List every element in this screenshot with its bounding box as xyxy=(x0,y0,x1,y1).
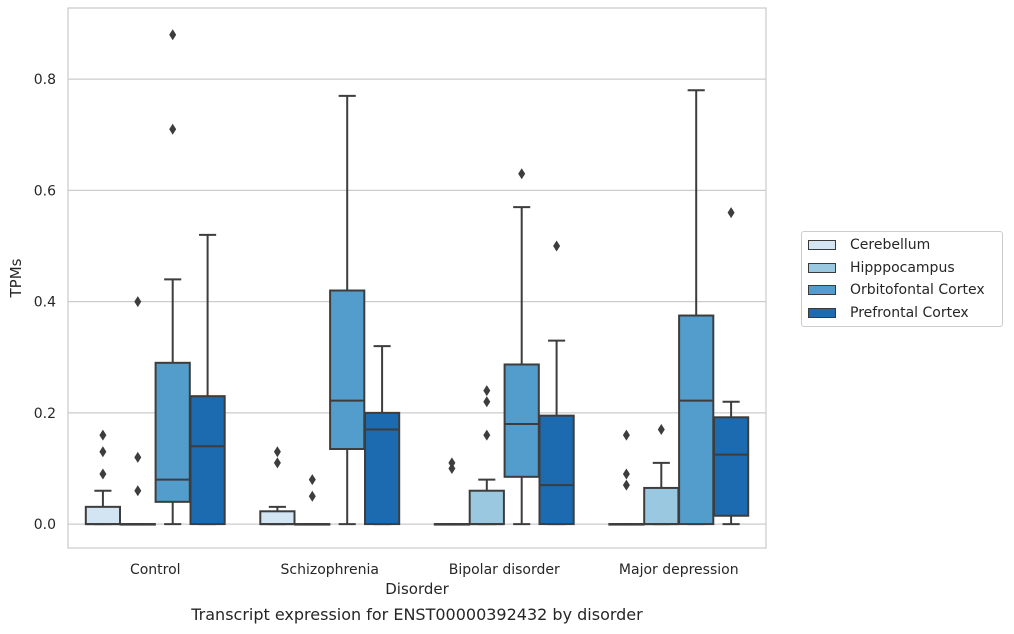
legend-item-prefrontal-cortex: Prefrontal Cortex xyxy=(808,305,969,321)
outlier-point xyxy=(727,207,735,219)
box-iqr xyxy=(154,361,191,503)
outlier-point xyxy=(483,385,491,397)
legend-label-orbitofontal-cortex: Orbitofontal Cortex xyxy=(850,282,985,298)
outlier-point xyxy=(518,168,526,180)
box-iqr xyxy=(84,505,122,526)
legend-item-orbitofontal-cortex: Orbitofontal Cortex xyxy=(808,282,985,298)
y-tick-label: 0.4 xyxy=(34,295,56,311)
y-axis-label: TPMs xyxy=(7,258,25,298)
box-iqr xyxy=(189,395,226,526)
legend-label-prefrontal-cortex: Prefrontal Cortex xyxy=(850,305,969,321)
legend-swatch-prefrontal-cortex xyxy=(808,308,836,318)
outlier-point xyxy=(622,429,630,441)
box-bipolar-disorder-cerebellum xyxy=(433,457,471,526)
legend-swatch-cerebellum xyxy=(808,240,836,250)
legend-label-hipppocampus: Hipppocampus xyxy=(850,260,955,276)
box-groups xyxy=(84,29,750,526)
box-iqr xyxy=(503,363,540,478)
box-iqr xyxy=(643,486,680,526)
y-tick-label: 0.0 xyxy=(34,517,56,533)
y-tick-label: 0.6 xyxy=(34,183,56,199)
x-tick-label-control: Control xyxy=(130,562,181,578)
outlier-point xyxy=(448,462,456,474)
box-iqr xyxy=(363,411,401,526)
box-control-hipppocampus xyxy=(119,296,156,526)
outlier-point xyxy=(622,479,630,491)
box-iqr xyxy=(678,314,715,526)
figure-caption: Transcript expression for ENST0000039243… xyxy=(191,605,643,624)
box-bipolar-disorder-prefrontal-cortex xyxy=(538,240,575,526)
box-bipolar-disorder-hipppocampus xyxy=(468,385,505,526)
outlier-point xyxy=(273,457,281,469)
outlier-point xyxy=(308,490,316,502)
y-tick-label: 0.2 xyxy=(34,406,56,422)
box-iqr xyxy=(712,416,750,517)
legend-item-cerebellum: Cerebellum xyxy=(808,237,930,253)
legend: Cerebellum Hipppocampus Orbitofontal Cor… xyxy=(801,231,1003,327)
outlier-point xyxy=(134,451,142,463)
outlier-point xyxy=(657,424,665,436)
box-control-prefrontal-cortex xyxy=(189,233,226,526)
outlier-point xyxy=(134,485,142,497)
plot-frame xyxy=(67,7,767,549)
legend-item-hipppocampus: Hipppocampus xyxy=(808,260,955,276)
box-iqr xyxy=(468,489,505,526)
legend-swatch-orbitofontal-cortex xyxy=(808,285,836,295)
box-schizophrenia-orbitofontal-cortex xyxy=(329,94,366,526)
legend-swatch-hipppocampus xyxy=(808,263,836,273)
y-tick-label: 0.8 xyxy=(34,72,56,88)
box-schizophrenia-cerebellum xyxy=(259,446,296,526)
box-major-depression-orbitofontal-cortex xyxy=(678,89,715,526)
legend-label-cerebellum: Cerebellum xyxy=(850,237,931,253)
box-control-orbitofontal-cortex xyxy=(154,29,191,526)
outlier-point xyxy=(99,468,107,480)
outlier-point xyxy=(483,429,491,441)
outlier-point xyxy=(308,474,316,486)
x-tick-label-schizophrenia: Schizophrenia xyxy=(281,562,379,578)
y-axis-ticks: 0.0 0.2 0.4 0.6 0.8 xyxy=(34,72,56,533)
outlier-point xyxy=(273,446,281,458)
outlier-point xyxy=(169,29,177,41)
box-major-depression-prefrontal-cortex xyxy=(712,207,750,526)
box-major-depression-hipppocampus xyxy=(643,424,680,526)
outlier-point xyxy=(622,468,630,480)
box-bipolar-disorder-orbitofontal-cortex xyxy=(503,168,540,526)
outlier-point xyxy=(99,446,107,458)
box-iqr xyxy=(538,414,575,526)
x-tick-label-bipolar-disorder: Bipolar disorder xyxy=(449,562,560,578)
outlier-point xyxy=(448,457,456,469)
x-tick-label-major-depression: Major depression xyxy=(619,562,739,578)
outlier-point xyxy=(169,123,177,135)
outlier-point xyxy=(553,240,561,252)
box-major-depression-cerebellum xyxy=(608,429,645,526)
outlier-point xyxy=(483,396,491,408)
box-control-cerebellum xyxy=(84,429,122,526)
outlier-point xyxy=(99,429,107,441)
box-iqr xyxy=(259,510,296,526)
box-schizophrenia-prefrontal-cortex xyxy=(363,345,401,526)
outlier-point xyxy=(134,296,142,308)
box-schizophrenia-hipppocampus xyxy=(294,474,331,526)
x-axis-ticks: Control Schizophrenia Bipolar disorder Majo… xyxy=(130,562,739,578)
box-iqr xyxy=(329,289,366,451)
x-axis-label: Disorder xyxy=(385,580,449,598)
